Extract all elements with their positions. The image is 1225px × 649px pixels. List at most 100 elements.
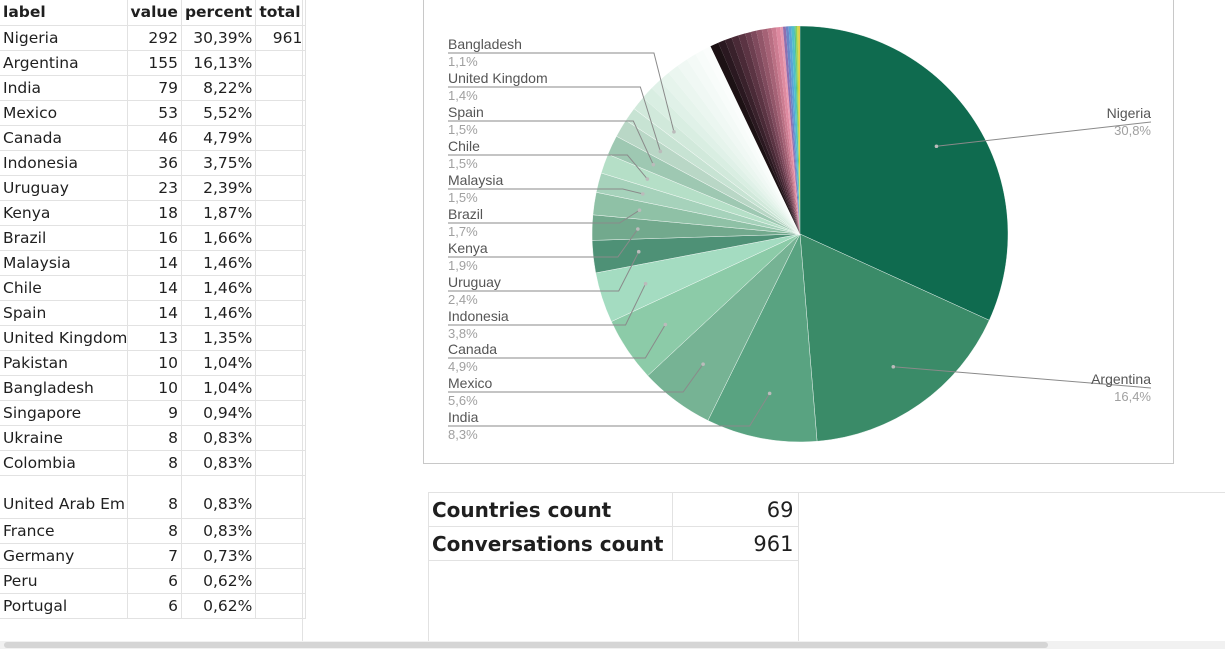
row-value[interactable]: 10 [127,375,182,401]
pie-slice[interactable] [767,27,800,235]
row-label[interactable]: Singapore [0,400,128,426]
row-percent[interactable]: 0,83% [181,425,257,451]
row-label[interactable]: Colombia [0,450,128,476]
row-percent[interactable]: 1,04% [181,350,257,376]
header-label[interactable]: label [0,0,128,26]
row-percent[interactable]: 16,13% [181,50,257,76]
row-value[interactable]: 36 [127,150,182,176]
pie-slice[interactable] [731,35,800,234]
row-label[interactable]: Malaysia [0,250,128,276]
pie-slice[interactable] [799,233,990,442]
pie-slice[interactable] [761,28,800,234]
row-percent[interactable]: 3,75% [181,150,257,176]
pie-slice[interactable] [677,59,800,234]
pie-slice[interactable] [707,233,818,443]
row-percent[interactable]: 1,04% [181,375,257,401]
pie-slice[interactable] [785,26,800,234]
row-value[interactable]: 6 [127,593,182,619]
row-total[interactable]: 961 [255,25,307,51]
row-percent[interactable]: 1,46% [181,300,257,326]
row-total[interactable] [255,300,307,326]
row-label[interactable]: Chile [0,275,128,301]
scrollbar-thumb[interactable] [4,642,1048,648]
pie-slice[interactable] [771,27,800,235]
pie-slice[interactable] [695,50,800,234]
row-value[interactable]: 23 [127,175,182,201]
row-value[interactable]: 292 [127,25,182,51]
row-total[interactable] [255,250,307,276]
row-value[interactable]: 46 [127,125,182,151]
row-label[interactable]: Nigeria [0,25,128,51]
row-value[interactable]: 13 [127,325,182,351]
row-value[interactable]: 8 [127,425,182,451]
row-percent[interactable]: 0,83% [181,475,257,519]
header-total[interactable]: total [255,0,307,26]
pie-slice[interactable] [794,26,800,234]
row-total[interactable] [255,200,307,226]
row-label[interactable]: Pakistan [0,350,128,376]
pie-slice[interactable] [788,26,800,234]
row-total[interactable] [255,593,307,619]
row-label[interactable]: Spain [0,300,128,326]
pie-chart[interactable]: Nigeria 30,8% Argentina 16,4% Bangladesh 1,1%… [423,0,1174,464]
row-label[interactable]: India [0,75,128,101]
pie-slice[interactable] [651,80,800,234]
row-value[interactable]: 14 [127,300,182,326]
row-value[interactable]: 16 [127,225,182,251]
header-percent[interactable]: percent [181,0,257,26]
pie-slice[interactable] [750,30,800,234]
row-label[interactable]: United Arab Em [0,475,128,519]
pie-slice[interactable] [791,26,800,235]
row-percent[interactable]: 0,73% [181,543,257,569]
row-percent[interactable]: 1,46% [181,275,257,301]
row-label[interactable]: United Kingdom [0,325,128,351]
pie-slice[interactable] [795,26,800,235]
row-value[interactable]: 8 [127,475,182,519]
row-total[interactable] [255,100,307,126]
conversations-count-value[interactable]: 961 [672,526,799,561]
row-percent[interactable]: 1,66% [181,225,257,251]
row-total[interactable] [255,175,307,201]
row-value[interactable]: 7 [127,543,182,569]
row-label[interactable]: Peru [0,568,128,594]
row-percent[interactable]: 0,83% [181,450,257,476]
row-percent[interactable]: 4,79% [181,125,257,151]
row-total[interactable] [255,325,307,351]
row-total[interactable] [255,400,307,426]
row-total[interactable] [255,125,307,151]
row-value[interactable]: 155 [127,50,182,76]
row-total[interactable] [255,50,307,76]
pie-slice[interactable] [756,29,800,234]
row-label[interactable]: Kenya [0,200,128,226]
row-percent[interactable]: 1,35% [181,325,257,351]
row-percent[interactable]: 0,83% [181,518,257,544]
pie-slice[interactable] [780,26,800,235]
row-total[interactable] [255,518,307,544]
pie-slice[interactable] [745,31,800,234]
row-total[interactable] [255,375,307,401]
pie-slice[interactable] [710,42,800,235]
row-percent[interactable]: 8,22% [181,75,257,101]
row-label[interactable]: Argentina [0,50,128,76]
row-total[interactable] [255,150,307,176]
row-value[interactable]: 18 [127,200,182,226]
pie-slice[interactable] [642,88,800,235]
row-percent[interactable]: 1,87% [181,200,257,226]
pie-slice[interactable] [799,25,1009,321]
header-value[interactable]: value [127,0,182,26]
row-total[interactable] [255,275,307,301]
row-total[interactable] [255,568,307,594]
row-label[interactable]: Portugal [0,593,128,619]
row-value[interactable]: 6 [127,568,182,594]
row-percent[interactable]: 0,62% [181,593,257,619]
row-label[interactable]: Canada [0,125,128,151]
row-label[interactable]: Indonesia [0,150,128,176]
row-label[interactable]: Germany [0,543,128,569]
countries-count-label[interactable]: Countries count [428,492,673,527]
row-percent[interactable]: 5,52% [181,100,257,126]
row-label[interactable]: Brazil [0,225,128,251]
row-percent[interactable]: 2,39% [181,175,257,201]
pie-slice[interactable] [782,26,800,234]
row-total[interactable] [255,350,307,376]
pie-slice[interactable] [718,40,800,234]
